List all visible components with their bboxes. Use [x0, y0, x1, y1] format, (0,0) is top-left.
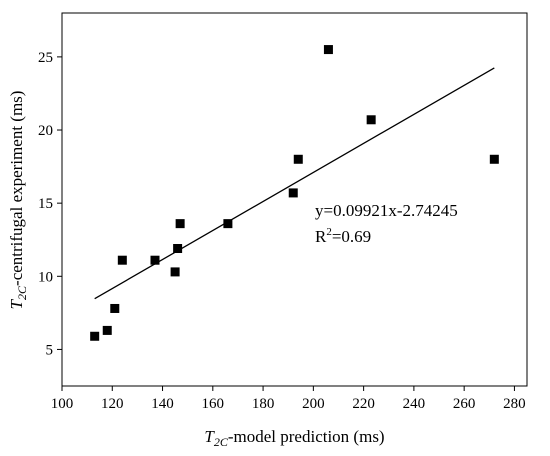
data-point: [223, 219, 233, 229]
data-points: [90, 45, 499, 341]
x-tick-label: 180: [252, 396, 275, 412]
data-point: [175, 219, 185, 229]
x-tick-label: 140: [151, 396, 174, 412]
data-point: [323, 45, 333, 55]
x-tick-label: 260: [453, 396, 476, 412]
x-tick-label: 240: [403, 396, 426, 412]
x-tick-label: 120: [101, 396, 124, 412]
data-point: [110, 303, 120, 313]
y-tick-label: 10: [38, 269, 53, 285]
x-tick-label: 200: [302, 396, 325, 412]
x-axis-title: T2C-model prediction (ms): [204, 427, 384, 449]
data-point: [288, 188, 298, 198]
data-point: [90, 331, 100, 341]
y-tick-label: 5: [46, 342, 54, 358]
data-point: [150, 255, 160, 265]
data-point: [173, 244, 183, 254]
y-tick-label: 15: [38, 196, 53, 212]
regression-line: [94, 67, 495, 300]
x-tick-label: 220: [352, 396, 375, 412]
y-tick-label: 25: [38, 50, 53, 66]
y-tick-label: 20: [38, 123, 53, 139]
x-axis: 100 120 140 160 180 200 220 240 260 280: [51, 386, 526, 412]
x-tick-label: 100: [51, 396, 74, 412]
fit-equation: y=0.09921x-2.74245: [315, 201, 458, 220]
data-point: [293, 154, 303, 164]
data-point: [170, 267, 180, 277]
r-squared: R2=0.69: [315, 226, 371, 246]
x-tick-label: 280: [503, 396, 526, 412]
y-axis-title: T2C-centrifugal experiment (ms): [7, 91, 29, 310]
y-axis: 5 10 15 20 25: [38, 50, 62, 358]
x-tick-label: 160: [202, 396, 225, 412]
plot-frame: [61, 12, 528, 387]
data-point: [489, 154, 499, 164]
data-point: [102, 325, 112, 335]
data-point: [366, 115, 376, 125]
data-point: [117, 255, 127, 265]
